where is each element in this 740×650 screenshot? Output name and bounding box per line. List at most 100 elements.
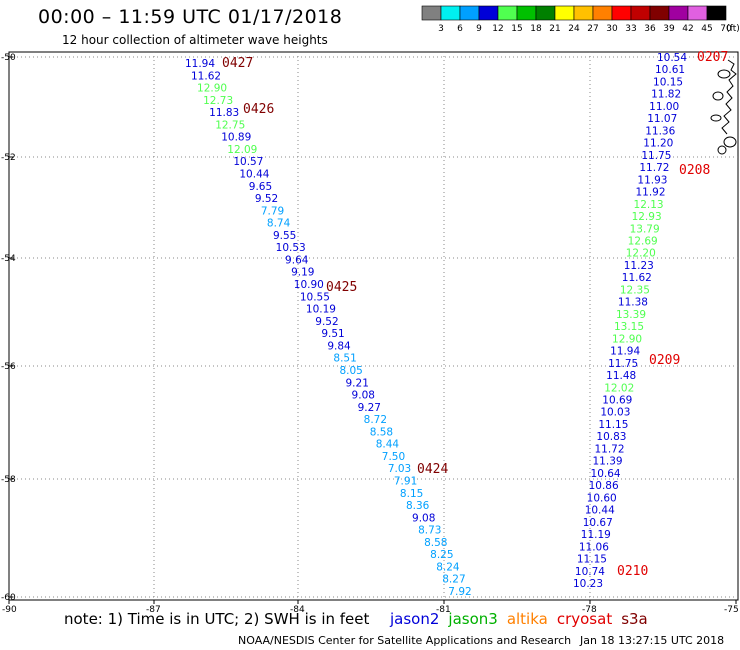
wave-height-value: 12.73 <box>203 95 233 107</box>
wave-height-value: 12.35 <box>620 284 650 296</box>
wave-height-value: 10.60 <box>587 492 617 504</box>
wave-height-value: 11.83 <box>209 107 239 119</box>
satellite-jason2: jason2 <box>390 610 440 628</box>
wave-height-value: 9.52 <box>255 193 278 205</box>
scale-tick-label: 45 <box>701 24 712 34</box>
wave-height-value: 9.55 <box>273 230 296 242</box>
wave-height-value: 10.61 <box>655 64 685 76</box>
wave-height-value: 11.06 <box>579 541 609 553</box>
wave-height-value: 8.73 <box>418 525 441 537</box>
lon-tick-label: -78 <box>582 605 597 615</box>
pass-time-label: 0207 <box>697 50 728 65</box>
wave-height-value: 8.27 <box>442 574 465 586</box>
scale-tick-label: 30 <box>606 24 618 34</box>
scale-tick-label: 39 <box>663 24 675 34</box>
wave-height-value: 11.62 <box>622 272 652 284</box>
pass-time-label: 0426 <box>243 102 274 117</box>
scale-tick-label: 24 <box>568 24 580 34</box>
scale-swatch <box>706 5 727 21</box>
lat-tick-label: -60 <box>1 593 16 603</box>
wave-height-value: 8.74 <box>267 218 291 230</box>
scale-tick-label: 12 <box>492 24 503 34</box>
wave-height-value: 11.93 <box>637 174 667 186</box>
scale-tick-label: 33 <box>625 24 636 34</box>
island-outline <box>710 114 722 122</box>
wave-height-value: 11.38 <box>618 297 648 309</box>
scale-tick-label: 18 <box>530 24 542 34</box>
wave-height-value: 10.74 <box>575 566 605 578</box>
satellite-s3a: s3a <box>621 610 648 628</box>
wave-height-value: 9.08 <box>412 512 435 524</box>
scale-tick-label: 27 <box>587 24 598 34</box>
wave-height-value: 11.82 <box>651 89 681 101</box>
satellite-altika: altika <box>506 610 548 628</box>
lon-tick-label: -75 <box>724 605 739 615</box>
wave-height-value: 9.21 <box>346 377 369 389</box>
wave-height-value: 10.54 <box>657 52 687 64</box>
wave-height-value: 12.75 <box>215 119 245 131</box>
scale-tick-label: 36 <box>644 24 656 34</box>
scale-tick-label: (ft) <box>726 24 740 34</box>
wave-height-value: 11.07 <box>647 113 677 125</box>
wave-height-value: 11.75 <box>608 358 638 370</box>
wave-height-value: 12.13 <box>634 199 664 211</box>
wave-height-value: 8.58 <box>424 537 447 549</box>
wave-height-value: 10.89 <box>221 132 251 144</box>
scale-tick-label: 9 <box>476 24 482 34</box>
wave-height-value: 8.58 <box>370 426 393 438</box>
wave-height-value: 8.72 <box>364 414 387 426</box>
wave-height-value: 11.19 <box>581 529 611 541</box>
wave-height-value: 13.15 <box>614 321 644 333</box>
wave-height-value: 10.03 <box>600 407 630 419</box>
pass-time-label: 0208 <box>679 163 710 178</box>
wave-height-value: 9.08 <box>352 390 375 402</box>
wave-height-value: 10.57 <box>233 156 263 168</box>
wave-height-value: 7.92 <box>448 586 471 598</box>
wave-height-value: 11.75 <box>641 150 671 162</box>
lat-tick-label: -54 <box>1 254 16 264</box>
wave-height-value: 10.67 <box>583 517 613 529</box>
wave-height-value: 10.64 <box>591 468 621 480</box>
wave-height-value: 10.83 <box>596 431 626 443</box>
pass-time-label: 0427 <box>222 56 253 71</box>
wave-height-value: 10.23 <box>573 578 603 590</box>
wave-height-value: 8.36 <box>406 500 430 512</box>
wave-height-value: 11.15 <box>577 554 607 566</box>
wave-height-value: 10.86 <box>589 480 619 492</box>
wave-height-value: 13.39 <box>616 309 646 321</box>
map-subtitle: 12 hour collection of altimeter wave hei… <box>62 33 328 47</box>
wave-height-value: 12.69 <box>628 235 658 247</box>
footer-timestamp: Jan 18 13:27:15 UTC 2018 <box>580 634 725 647</box>
scale-tick-label: 3 <box>438 24 444 34</box>
wave-height-value: 11.20 <box>643 138 673 150</box>
pass-time-label: 0424 <box>417 462 448 477</box>
wave-height-value: 10.44 <box>239 169 269 181</box>
footer-note: note: 1) Time is in UTC; 2) SWH is in fe… <box>64 610 370 628</box>
wave-height-value: 10.44 <box>585 505 615 517</box>
wave-height-value: 10.15 <box>653 76 683 88</box>
wave-height-value: 10.55 <box>300 291 330 303</box>
wave-height-value: 12.02 <box>604 382 634 394</box>
wave-height-value: 13.79 <box>630 223 660 235</box>
wave-height-value: 12.20 <box>626 248 656 260</box>
wave-height-value: 11.62 <box>191 70 221 82</box>
coastline <box>721 59 737 135</box>
wave-height-value: 8.05 <box>339 365 362 377</box>
wave-height-value: 9.51 <box>321 328 344 340</box>
wave-height-value: 9.64 <box>285 254 309 266</box>
wave-height-value: 10.90 <box>294 279 324 291</box>
satellite-jason3: jason3 <box>448 610 498 628</box>
lon-tick-label: -87 <box>146 605 161 615</box>
island-outline <box>717 145 727 155</box>
wave-height-value: 11.36 <box>645 125 675 137</box>
wave-height-value: 7.50 <box>382 451 405 463</box>
wave-height-value: 11.92 <box>635 187 665 199</box>
wave-height-value: 11.00 <box>649 101 679 113</box>
wave-height-value: 10.19 <box>306 304 336 316</box>
wave-height-value: 7.03 <box>388 463 411 475</box>
scale-tick-label: 21 <box>549 24 560 34</box>
wave-height-value: 8.44 <box>376 439 400 451</box>
wave-height-value: 9.19 <box>291 267 314 279</box>
scale-tick-label: 70 <box>720 24 732 34</box>
scale-tick-label: 42 <box>682 24 693 34</box>
